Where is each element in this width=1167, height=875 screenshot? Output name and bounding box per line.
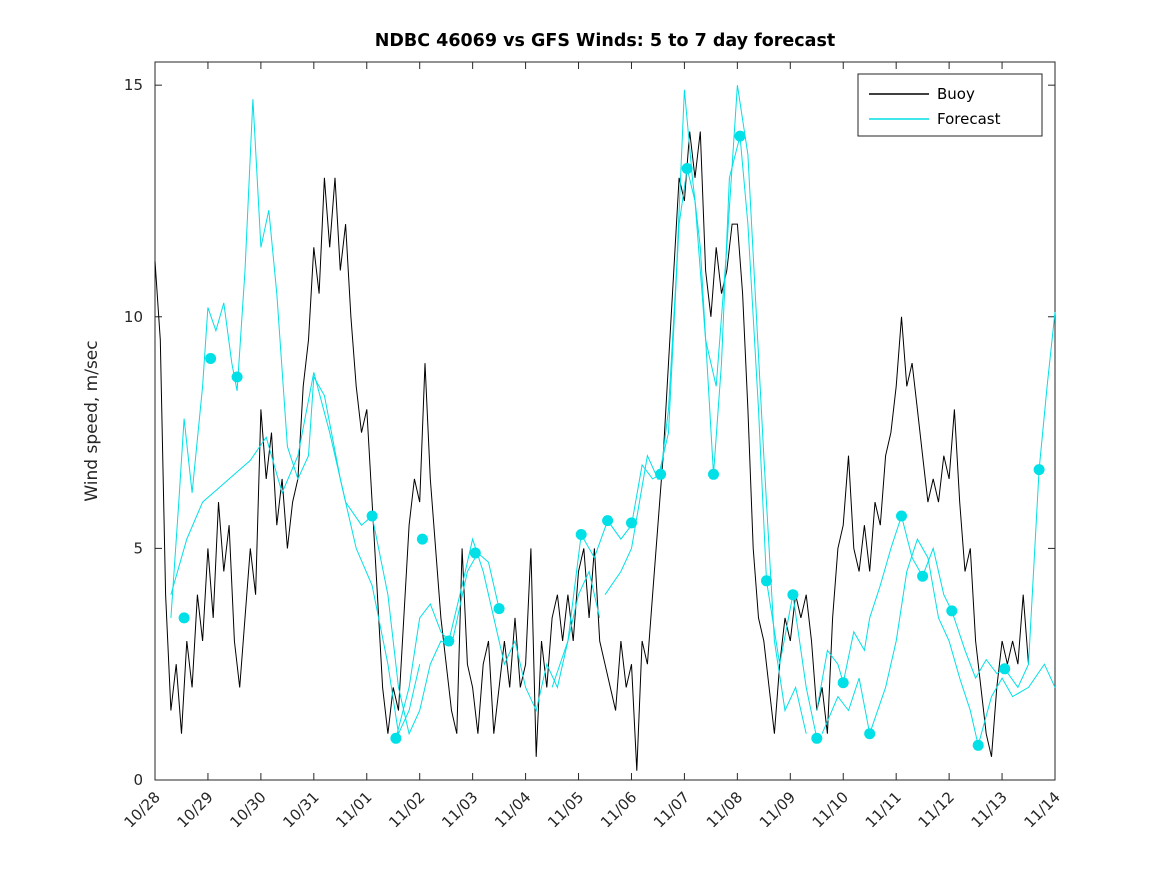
legend-box	[857, 73, 1043, 137]
forecast-point	[811, 732, 823, 744]
x-tick-label: 11/05	[544, 788, 587, 831]
x-tick-label: 11/03	[438, 788, 481, 831]
forecast-point	[575, 529, 587, 540]
forecast-point	[681, 163, 693, 174]
legend: Buoy Forecast	[857, 73, 1043, 137]
x-tick-label: 11/11	[862, 788, 905, 831]
x-tick-label: 11/07	[650, 788, 693, 831]
forecast-point	[787, 589, 799, 601]
forecast-point	[493, 603, 505, 615]
chart-title: NDBC 46069 vs GFS Winds: 5 to 7 day fore…	[375, 31, 836, 51]
x-tick-label: 11/12	[915, 788, 958, 831]
forecast-point	[443, 635, 455, 647]
forecast-line	[395, 537, 601, 739]
forecast-point	[602, 515, 614, 527]
forecast-point	[205, 353, 217, 364]
forecast-point	[896, 510, 907, 522]
y-tick-label: 10	[124, 308, 143, 326]
forecast-point	[178, 612, 190, 624]
buoy-line	[154, 131, 1029, 771]
forecast-point	[837, 677, 849, 689]
axes-layer: 10/28 10/29 10/30 10/31 11/01 11/02 11/03 11/04…	[121, 61, 1064, 831]
x-tick-label: 11/14	[1021, 788, 1064, 831]
legend-label-forecast: Forecast	[937, 110, 1001, 128]
forecast-point	[917, 570, 929, 582]
forecast-point	[366, 510, 378, 522]
forecast-point	[655, 468, 667, 480]
y-axis-label: Wind speed, m/sec	[82, 340, 102, 501]
series-layer	[154, 85, 1056, 771]
forecast-line	[604, 85, 807, 734]
forecast-line	[170, 372, 500, 736]
y-tick-label: 5	[133, 539, 143, 557]
forecast-point	[390, 732, 402, 744]
forecast-point	[626, 517, 637, 529]
forecast-line	[821, 537, 1056, 746]
x-tick-label: 11/13	[968, 788, 1011, 831]
forecast-line	[170, 99, 421, 736]
x-tick-label: 10/30	[226, 788, 269, 831]
forecast-point	[946, 605, 958, 617]
x-tick-label: 10/28	[121, 788, 164, 831]
forecast-point	[761, 575, 772, 587]
forecast-point	[469, 547, 481, 559]
x-tick-label: 11/08	[703, 788, 746, 831]
forecast-point	[734, 130, 746, 142]
forecast-point	[999, 663, 1011, 675]
x-tick-label: 10/31	[279, 788, 322, 831]
x-tick-label: 11/01	[332, 788, 375, 831]
x-tick-label: 11/09	[756, 788, 799, 831]
x-tick-label: 10/29	[173, 788, 216, 831]
forecast-point	[231, 371, 243, 383]
forecast-point	[972, 739, 984, 751]
forecast-line	[816, 312, 1056, 711]
x-tick-label: 11/02	[385, 788, 428, 831]
forecast-point	[1033, 464, 1045, 476]
legend-label-buoy: Buoy	[937, 85, 975, 103]
y-tick-label: 15	[124, 76, 143, 94]
forecast-point	[864, 728, 876, 740]
x-tick-label: 11/04	[491, 788, 534, 831]
forecast-point	[708, 468, 719, 480]
x-tick-label: 11/10	[809, 788, 852, 831]
x-tick-label: 11/06	[597, 788, 640, 831]
y-tick-label: 0	[133, 771, 143, 789]
plot-box	[154, 61, 1056, 781]
forecast-point	[416, 533, 428, 545]
